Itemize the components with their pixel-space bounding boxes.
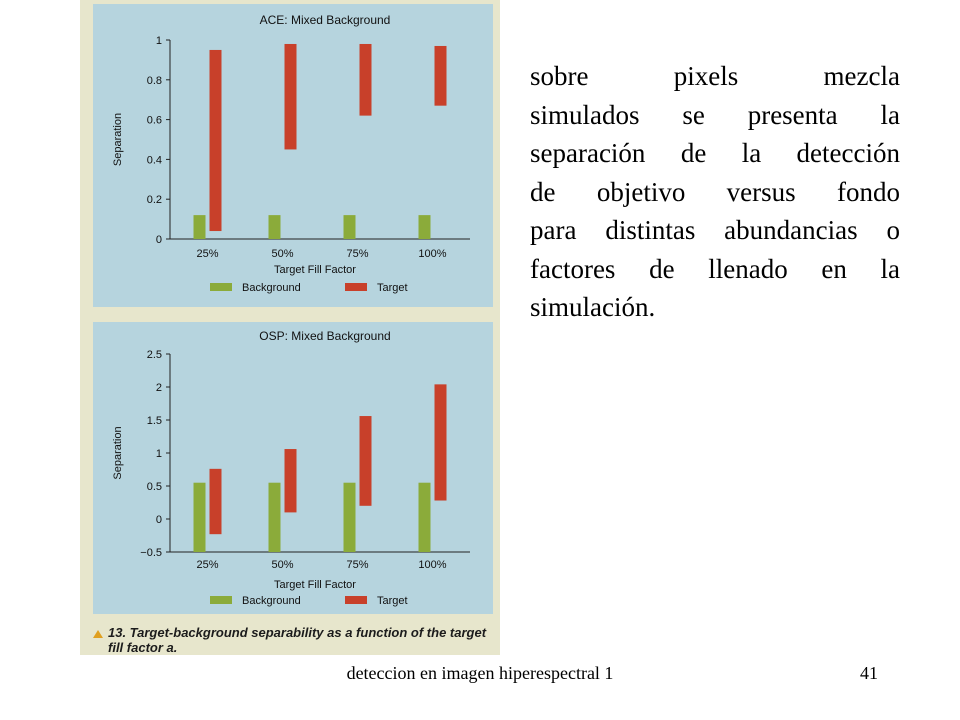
x-tick-label: 100% bbox=[418, 248, 446, 260]
y-tick-label: 0.6 bbox=[147, 115, 162, 127]
legend-label: Target bbox=[377, 595, 408, 607]
background-bar bbox=[268, 215, 281, 239]
background-bar bbox=[418, 215, 431, 239]
x-tick-label: 75% bbox=[346, 248, 368, 260]
side-text-line: separación de la detección bbox=[530, 138, 900, 168]
x-tick-label: 25% bbox=[196, 559, 218, 571]
page-number: 41 bbox=[860, 663, 878, 683]
y-tick-label: 0.4 bbox=[147, 154, 162, 166]
side-text-line: sobre pixels mezcla bbox=[530, 61, 900, 91]
x-tick-label: 100% bbox=[418, 559, 446, 571]
side-text-line: simulación. bbox=[530, 292, 656, 322]
x-tick-label: 50% bbox=[271, 248, 293, 260]
y-tick-label: 1 bbox=[156, 448, 162, 460]
target-bar bbox=[209, 468, 222, 535]
legend-swatch bbox=[210, 283, 232, 291]
side-text-line: simulados se presenta la bbox=[530, 99, 900, 130]
target-bar bbox=[359, 43, 372, 116]
figure-caption: 13. Target-background separability as a … bbox=[108, 625, 487, 655]
target-bar bbox=[284, 449, 297, 513]
y-tick-label: 0 bbox=[156, 234, 162, 246]
target-bar bbox=[434, 45, 447, 106]
x-tick-label: 25% bbox=[196, 248, 218, 260]
y-tick-label: 2.5 bbox=[147, 349, 162, 361]
chart-title: ACE: Mixed Background bbox=[260, 13, 391, 27]
legend-swatch bbox=[345, 283, 367, 291]
legend-swatch bbox=[210, 596, 232, 604]
legend-swatch bbox=[345, 596, 367, 604]
target-bar bbox=[434, 384, 447, 501]
x-axis-label: Target Fill Factor bbox=[274, 579, 356, 591]
background-bar bbox=[418, 482, 431, 552]
y-tick-label: 1.5 bbox=[147, 415, 162, 427]
x-tick-label: 75% bbox=[346, 559, 368, 571]
side-text-line: para distintas abundancias o bbox=[530, 215, 900, 245]
y-axis-label: Separation bbox=[112, 113, 124, 166]
background-bar bbox=[343, 482, 356, 552]
side-text-line: factores de llenado en la bbox=[530, 253, 900, 284]
background-bar bbox=[268, 482, 281, 552]
background-bar bbox=[193, 482, 206, 552]
y-tick-label: 2 bbox=[156, 382, 162, 394]
y-tick-label: 0.2 bbox=[147, 194, 162, 206]
y-tick-label: −0.5 bbox=[140, 547, 162, 559]
footer-title: deteccion en imagen hiperespectral 1 bbox=[346, 663, 614, 683]
background-bar bbox=[193, 215, 206, 239]
x-axis-label: Target Fill Factor bbox=[274, 264, 356, 276]
target-bar bbox=[284, 43, 297, 150]
y-tick-label: 0 bbox=[156, 514, 162, 526]
legend-label: Background bbox=[242, 282, 301, 294]
y-axis-label: Separation bbox=[112, 426, 124, 479]
y-tick-label: 0.5 bbox=[147, 481, 162, 493]
target-bar bbox=[209, 49, 222, 232]
legend-label: Target bbox=[377, 282, 408, 294]
side-text: sobre pixels mezcla simulados se presenta… bbox=[530, 57, 900, 327]
chart-title: OSP: Mixed Background bbox=[259, 329, 390, 343]
target-bar bbox=[359, 416, 372, 506]
caption-triangle-icon bbox=[93, 630, 103, 638]
y-tick-label: 0.8 bbox=[147, 75, 162, 87]
legend-label: Background bbox=[242, 595, 301, 607]
y-tick-label: 1 bbox=[156, 35, 162, 47]
background-bar bbox=[343, 215, 356, 239]
side-text-line: de objetivo versus fondo bbox=[530, 176, 900, 207]
x-tick-label: 50% bbox=[271, 559, 293, 571]
